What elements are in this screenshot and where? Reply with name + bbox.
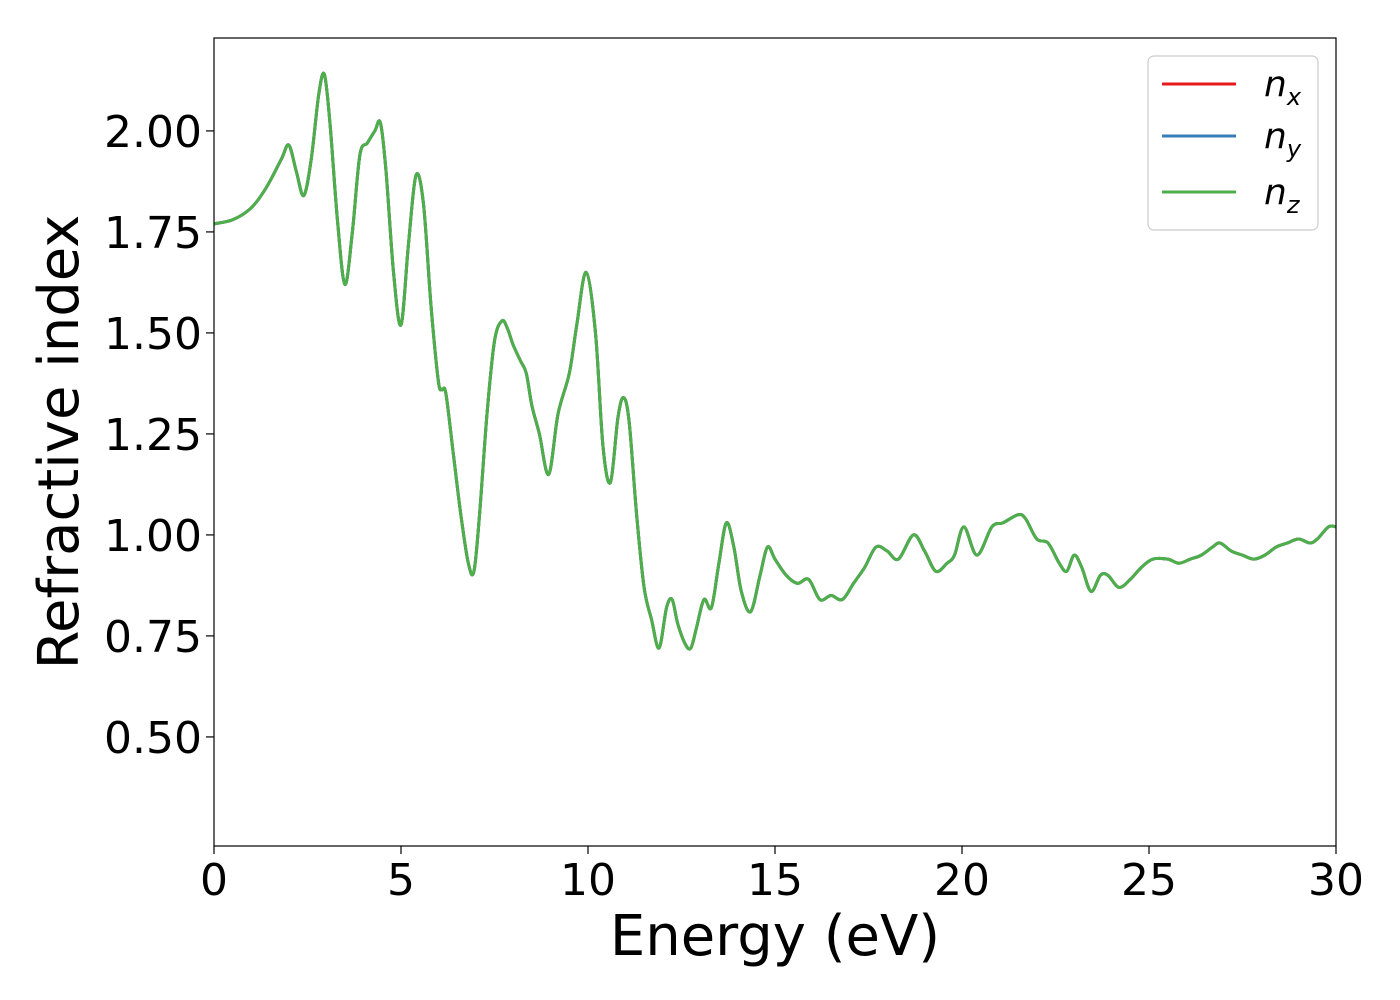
x-tick-label: 25 [1121,855,1177,906]
legend-label-nz: nz [1264,172,1301,219]
y-tick-label: 1.25 [104,410,202,461]
y-tick-label: 0.50 [104,713,202,764]
legend-box [1147,55,1319,231]
series-layer [213,71,1337,651]
x-ticks: 0 5 10 15 20 25 30 [200,846,1364,906]
x-tick-label: 20 [934,855,990,906]
y-tick-label: 1.50 [104,309,202,360]
y-tick-label: 0.75 [104,612,202,663]
y-axis-title: Refractive index [27,215,92,670]
y-tick-label: 1.00 [104,511,202,562]
y-tick-label: 2.00 [104,107,202,158]
x-tick-label: 15 [747,855,803,906]
x-tick-label: 30 [1308,855,1364,906]
series-line-nz [213,71,1337,651]
x-tick-label: 0 [200,855,228,906]
x-tick-label: 5 [387,855,415,906]
x-axis-title: Energy (eV) [610,904,940,969]
x-tick-label: 10 [560,855,616,906]
y-ticks: 0.50 0.75 1.00 1.25 1.50 1.75 2.00 [104,107,214,764]
y-tick-label: 1.75 [104,208,202,259]
